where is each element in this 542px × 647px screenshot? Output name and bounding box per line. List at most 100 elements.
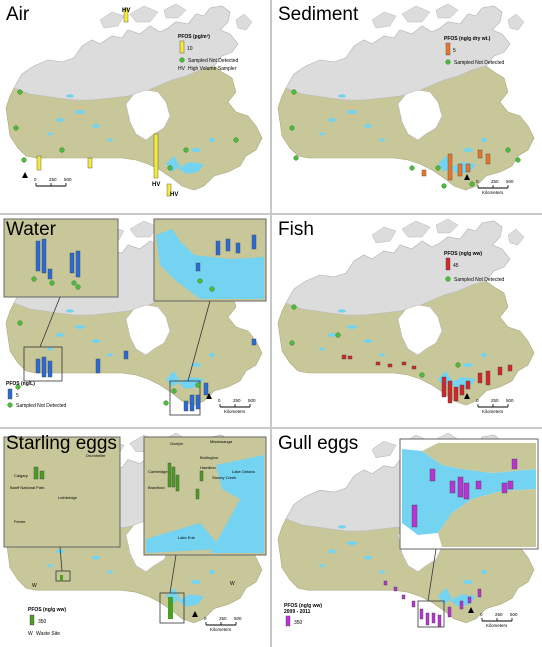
air-map-panel: PFOS (pg/m³) 10 Sampled Not Detected HV High… xyxy=(0,0,270,213)
inset-not-detected-dot xyxy=(49,280,55,286)
inset-gull-bar xyxy=(507,480,514,490)
not-detected-dot xyxy=(409,165,415,171)
inset-gull-bar xyxy=(475,480,482,490)
inset-water-bar xyxy=(47,268,53,280)
northern-territories xyxy=(285,220,511,316)
inset-water-bar xyxy=(215,240,221,256)
inset-gull-bar xyxy=(449,480,456,494)
scale-label: 250 xyxy=(491,398,499,403)
lake xyxy=(463,363,473,367)
scale-label: 0 xyxy=(204,616,207,621)
lake xyxy=(107,138,113,142)
inset-water-bar xyxy=(235,242,241,254)
inset-starling-bar xyxy=(175,474,180,492)
panel-title: Gull eggs xyxy=(278,433,359,454)
inset-water-bar xyxy=(195,262,201,272)
north-arrow-icon xyxy=(464,393,470,399)
lake xyxy=(463,579,473,585)
legend-title: PFOS (ng/g ww) xyxy=(284,603,322,609)
scale-label: 500 xyxy=(506,179,514,184)
inset-starling-bar xyxy=(167,462,172,488)
water-bar xyxy=(47,360,53,378)
arctic-island xyxy=(401,5,431,23)
lake xyxy=(379,138,385,142)
fish-bar xyxy=(441,376,447,398)
arctic-island xyxy=(435,218,459,234)
inset-starling-bar xyxy=(199,470,204,482)
legend-value: 5 xyxy=(16,393,19,399)
legend-hv-label: High Volume Sampler xyxy=(188,66,237,72)
not-detected-dot xyxy=(171,388,177,394)
lake xyxy=(481,353,487,357)
fish-bar xyxy=(411,365,417,370)
gull-bar xyxy=(393,586,398,592)
legend-not-detected-label: Sampled Not Detected xyxy=(188,58,239,64)
fish-bar xyxy=(341,354,347,360)
inset-extent-box xyxy=(417,600,445,628)
fish-bar xyxy=(507,364,513,372)
arctic-island xyxy=(507,13,525,31)
air-bar xyxy=(166,183,172,197)
lake xyxy=(463,148,473,152)
inset-lake-erie xyxy=(146,523,222,553)
water-bar xyxy=(41,356,47,378)
lake xyxy=(347,325,357,329)
water-bar xyxy=(251,338,257,346)
lake xyxy=(56,333,64,337)
not-detected-dot xyxy=(17,89,23,95)
scale-bar: 0 250 500 Kilometers xyxy=(464,393,514,414)
hudson-bay xyxy=(397,304,443,356)
inset-gull-bar xyxy=(511,458,518,470)
legend-bar xyxy=(445,257,451,271)
gull-bar xyxy=(431,612,436,624)
scale-label: 0 xyxy=(480,612,483,617)
gull-bar xyxy=(419,608,424,620)
legend-value: 45 xyxy=(453,263,459,269)
inset-pointer-line xyxy=(187,300,211,382)
inset-not-detected-dot xyxy=(209,286,215,292)
panel-title: Fish xyxy=(278,219,314,240)
arctic-island xyxy=(401,220,431,238)
inset-pointer-line xyxy=(169,554,177,594)
legend-value: 10 xyxy=(187,46,193,52)
scale-label: 250 xyxy=(49,177,57,182)
inset-water-bar xyxy=(41,238,47,274)
inset-gull-bar xyxy=(411,504,418,528)
vertical-divider xyxy=(270,0,272,647)
lake xyxy=(92,339,100,343)
lake xyxy=(56,118,64,122)
inset-lake-ontario xyxy=(156,229,264,299)
sediment-bar xyxy=(477,149,483,159)
legend-waste-label: Waste Site xyxy=(36,631,60,637)
air-bar xyxy=(123,7,129,23)
not-detected-dot xyxy=(293,155,299,161)
lake xyxy=(66,309,74,313)
lake xyxy=(75,325,85,329)
lake xyxy=(47,132,53,136)
not-detected-dot xyxy=(233,137,239,143)
scale-label: 0 xyxy=(34,177,37,182)
hv-marker: HV xyxy=(122,8,130,14)
panel-title: Sediment xyxy=(278,4,359,25)
not-detected-dot xyxy=(455,362,461,368)
scale-label: 250 xyxy=(491,179,499,184)
starling-bar xyxy=(60,575,63,581)
gull-bar xyxy=(447,606,452,618)
gull-eggs-map: PFOS (ng/g ww)2009 - 2011 350 0 250 500 Kilom… xyxy=(277,432,539,628)
inset-pointer-line xyxy=(427,548,437,602)
lake xyxy=(191,579,201,585)
scale-label: 500 xyxy=(248,398,256,403)
lake xyxy=(191,148,201,152)
gull-bar xyxy=(459,600,464,610)
scale-label: 0 xyxy=(218,398,221,403)
lake xyxy=(347,541,357,546)
not-detected-dot xyxy=(59,147,65,153)
fish-bar xyxy=(375,361,381,366)
legend-not-detected-label: Sampled Not Detected xyxy=(16,403,67,409)
legend-value: 350 xyxy=(294,620,303,626)
lake xyxy=(191,363,201,367)
inset-land xyxy=(422,443,536,473)
inset-water-bar xyxy=(69,252,75,274)
water-bar xyxy=(123,350,129,360)
legend-not-detected-dot xyxy=(445,59,451,65)
